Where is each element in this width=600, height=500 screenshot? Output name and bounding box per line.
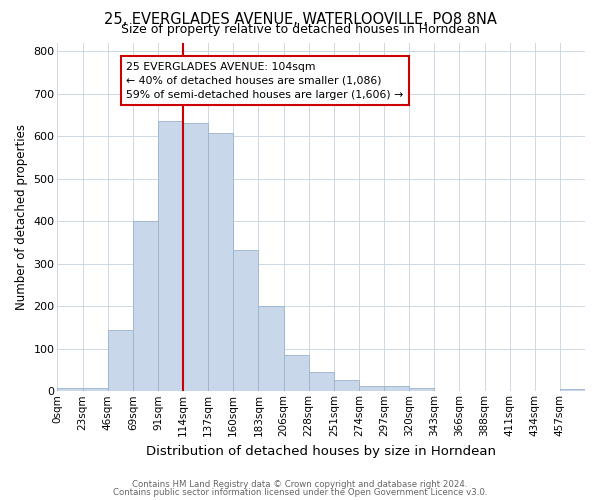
- Bar: [259, 306, 284, 392]
- Bar: [308, 372, 334, 392]
- Bar: [83, 388, 108, 392]
- Text: Size of property relative to detached houses in Horndean: Size of property relative to detached ho…: [121, 22, 479, 36]
- Text: 25 EVERGLADES AVENUE: 104sqm
← 40% of detached houses are smaller (1,086)
59% of: 25 EVERGLADES AVENUE: 104sqm ← 40% of de…: [126, 62, 403, 100]
- Bar: [560, 389, 585, 392]
- Bar: [284, 355, 308, 392]
- Bar: [233, 250, 259, 392]
- Bar: [58, 388, 83, 392]
- Text: Contains HM Land Registry data © Crown copyright and database right 2024.: Contains HM Land Registry data © Crown c…: [132, 480, 468, 489]
- Bar: [208, 133, 233, 392]
- Bar: [384, 386, 409, 392]
- Y-axis label: Number of detached properties: Number of detached properties: [15, 124, 28, 310]
- Bar: [133, 221, 158, 392]
- Text: Contains public sector information licensed under the Open Government Licence v3: Contains public sector information licen…: [113, 488, 487, 497]
- Text: 25, EVERGLADES AVENUE, WATERLOOVILLE, PO8 8NA: 25, EVERGLADES AVENUE, WATERLOOVILLE, PO…: [104, 12, 496, 26]
- Bar: [334, 380, 359, 392]
- Bar: [359, 386, 384, 392]
- Bar: [158, 121, 183, 392]
- Bar: [108, 330, 133, 392]
- Bar: [409, 388, 434, 392]
- Bar: [183, 124, 208, 392]
- X-axis label: Distribution of detached houses by size in Horndean: Distribution of detached houses by size …: [146, 444, 496, 458]
